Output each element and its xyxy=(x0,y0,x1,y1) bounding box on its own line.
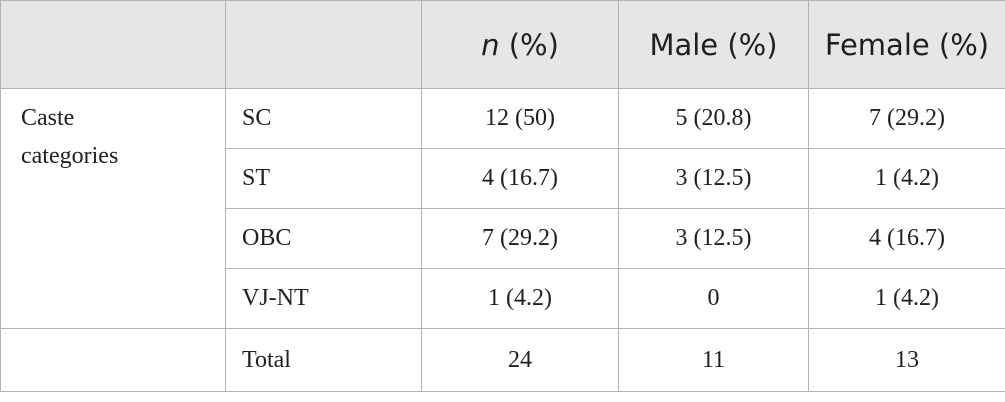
header-male: Male (%) xyxy=(618,0,809,89)
row-category: SC xyxy=(225,88,422,149)
total-n: 24 xyxy=(421,328,619,392)
row-category: ST xyxy=(225,148,422,209)
table-row: VJ-NT 1 (4.2) 0 1 (4.2) xyxy=(1,268,1005,329)
header-row: n (%) Male (%) Female (%) xyxy=(0,0,1005,89)
total-blank xyxy=(0,328,226,392)
header-blank-2 xyxy=(225,0,422,89)
row-n: 4 (16.7) xyxy=(421,148,619,209)
row-female: 1 (4.2) xyxy=(808,148,1005,209)
row-category: OBC xyxy=(225,208,422,269)
header-n-label: n xyxy=(481,27,500,62)
header-blank-1 xyxy=(0,0,226,89)
table-row: Caste categories SC 12 (50) 5 (20.8) 7 (2… xyxy=(0,88,1005,329)
header-female: Female (%) xyxy=(808,0,1005,89)
group-label-line2: categories xyxy=(21,143,119,169)
row-male: 0 xyxy=(618,268,809,329)
row-n: 1 (4.2) xyxy=(421,268,619,329)
row-category: VJ-NT xyxy=(225,268,422,329)
row-female: 7 (29.2) xyxy=(808,88,1005,149)
row-male: 5 (20.8) xyxy=(618,88,809,149)
row-female: 4 (16.7) xyxy=(808,208,1005,269)
total-label: Total xyxy=(225,328,422,392)
row-female: 1 (4.2) xyxy=(808,268,1005,329)
total-male: 11 xyxy=(618,328,809,392)
header-n-suffix: (%) xyxy=(499,27,559,62)
group-label-line1: Caste xyxy=(21,105,75,131)
row-n: 7 (29.2) xyxy=(421,208,619,269)
total-row: Total 24 11 13 xyxy=(0,328,1005,392)
header-n: n (%) xyxy=(421,0,619,89)
group-label: Caste categories xyxy=(0,88,226,329)
total-female: 13 xyxy=(808,328,1005,392)
row-male: 3 (12.5) xyxy=(618,208,809,269)
caste-table: n (%) Male (%) Female (%) Caste categorie… xyxy=(0,0,1005,392)
table-row: OBC 7 (29.2) 3 (12.5) 4 (16.7) xyxy=(1,208,1005,269)
row-male: 3 (12.5) xyxy=(618,148,809,209)
row-n: 12 (50) xyxy=(421,88,619,149)
